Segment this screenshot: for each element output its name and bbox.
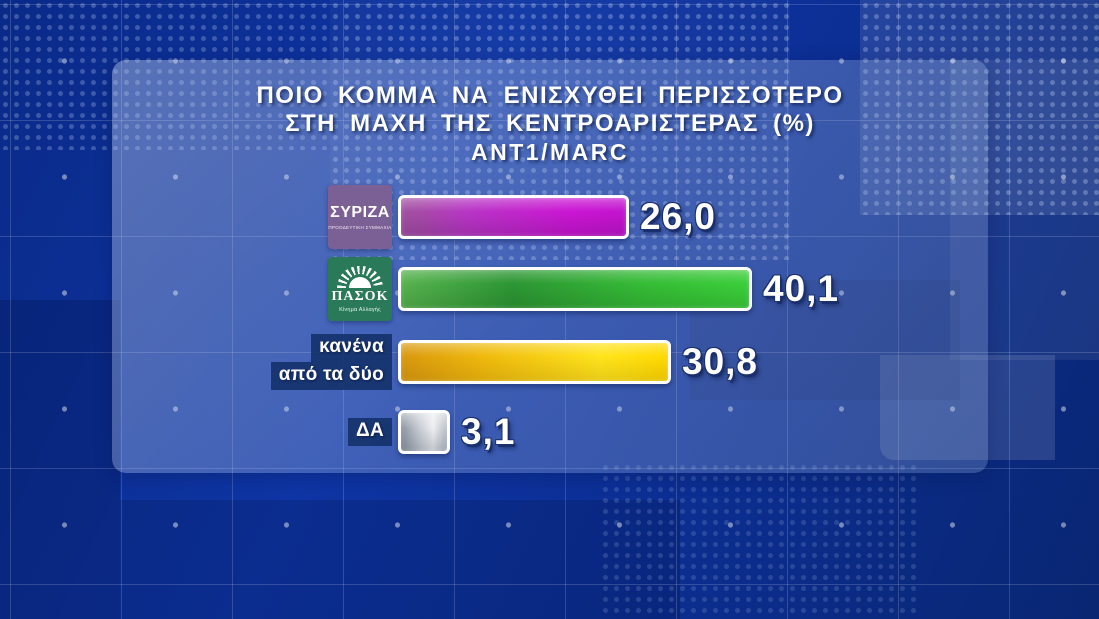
syriza-logo-subtext: ΠΡΟΟΔΕΥΤΙΚΗ ΣΥΜΜΑΧΙΑ: [328, 225, 392, 230]
value-pasok: 40,1: [763, 268, 840, 309]
pasok-logo-subtext: Κίνημα Αλλαγής: [339, 306, 381, 313]
bar-da: [398, 410, 450, 454]
chart-row-syriza: ΣΥΡΙΖΑ ΠΡΟΟΔΕΥΤΙΚΗ ΣΥΜΜΑΧΙΑ 26,0: [112, 183, 988, 251]
value-da: 3,1: [461, 411, 516, 452]
da-label: ΔΑ: [348, 418, 392, 446]
chart-title: ΠΟΙΟ ΚΟΜΜΑ ΝΑ ΕΝΙΣΧΥΘΕΙ ΠΕΡΙΣΣΟΤΕΡΟ ΣΤΗ …: [112, 82, 988, 167]
bar-syriza: [398, 195, 629, 239]
neither-label-line-2: από τα δύο: [270, 362, 392, 390]
pasok-logo: ΠΑΣΟΚ Κίνημα Αλλαγής: [328, 257, 392, 321]
bar-pasok: [398, 267, 752, 311]
value-neither: 30,8: [682, 341, 759, 382]
chart-source: ANT1/MARC: [471, 139, 629, 165]
bg-dot-patch-bottom-center: [600, 462, 920, 619]
chart-row-da: ΔΑ 3,1: [112, 398, 988, 466]
value-syriza: 26,0: [640, 196, 717, 237]
bg-dark-patch-left: [0, 300, 120, 619]
bg-dark-patch-bottom: [120, 500, 680, 619]
chart-row-neither: κανένα από τα δύο 30,8: [112, 328, 988, 396]
bar-neither: [398, 340, 671, 384]
poll-panel: ΠΟΙΟ ΚΟΜΜΑ ΝΑ ΕΝΙΣΧΥΘΕΙ ΠΕΡΙΣΣΟΤΕΡΟ ΣΤΗ …: [112, 60, 988, 473]
pasok-logo-text: ΠΑΣΟΚ: [331, 288, 389, 304]
syriza-logo: ΣΥΡΙΖΑ ΠΡΟΟΔΕΥΤΙΚΗ ΣΥΜΜΑΧΙΑ: [328, 185, 392, 249]
chart-title-line-1: ΠΟΙΟ ΚΟΜΜΑ ΝΑ ΕΝΙΣΧΥΘΕΙ ΠΕΡΙΣΣΟΤΕΡΟ: [256, 82, 844, 109]
chart-row-pasok: ΠΑΣΟΚ Κίνημα Αλλαγής 40,1: [112, 255, 988, 323]
syriza-logo-text: ΣΥΡΙΖΑ: [330, 204, 390, 221]
sun-icon: [337, 265, 383, 288]
neither-label-line-1: κανένα: [311, 334, 392, 362]
chart-title-line-2: ΣΤΗ ΜΑΧΗ ΤΗΣ ΚΕΝΤΡΟΑΡΙΣΤΕΡΑΣ (%): [285, 110, 815, 137]
